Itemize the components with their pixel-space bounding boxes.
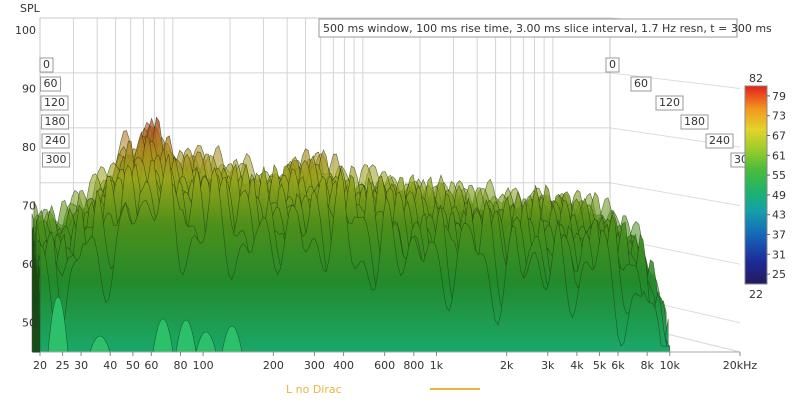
x-tick-label: 1k	[430, 359, 444, 372]
colorbar-tick-label: 37	[772, 229, 786, 242]
chart-title: 500 ms window, 100 ms rise time, 3.00 ms…	[318, 18, 772, 38]
front-axes: 50 60 70 80 90 100 20 25 30 40 50 60 80 100 200 300 400 6…	[15, 24, 757, 372]
x-tick-label: 2k	[500, 359, 514, 372]
x-tick-label: 200	[263, 359, 284, 372]
time-label-right-text: 120	[659, 96, 680, 109]
x-tick-label: 60	[144, 359, 158, 372]
colorbar-tick-label: 49	[772, 189, 786, 202]
x-tick-label: 40	[103, 359, 117, 372]
time-label-box	[630, 76, 652, 92]
x-tick-label: 400	[333, 359, 354, 372]
y-axis-label: SPL	[20, 2, 41, 15]
x-tick-label: 300	[304, 359, 325, 372]
legend: L no Dirac	[286, 383, 480, 396]
colorbar-tick-label: 61	[772, 149, 786, 162]
time-label-left-text: 0	[43, 58, 50, 71]
colorbar-tick-label: 31	[772, 248, 786, 261]
x-tick-label: 100	[193, 359, 214, 372]
foreground-peak	[175, 319, 197, 353]
time-label-box	[655, 95, 684, 111]
time-label-right: 0	[605, 57, 620, 73]
y-tick-label: 100	[15, 24, 36, 37]
time-label-box	[680, 114, 709, 130]
time-label-left: 0	[39, 57, 54, 73]
colorbar-tick-label: 73	[772, 110, 786, 123]
time-label-right: 120	[655, 95, 684, 111]
x-tick-label: 10k	[660, 359, 681, 372]
time-label-left-text: 120	[44, 96, 65, 109]
time-label-right-text: 60	[634, 77, 648, 90]
colorbar: 22 25 31 37 43 49 55 61 67 73 79 82	[744, 72, 786, 301]
x-tick-label: 6k	[611, 359, 625, 372]
colorbar-tick-label: 43	[772, 209, 786, 222]
waterfall-surface	[31, 116, 671, 353]
y-tick-label: 70	[22, 200, 36, 213]
time-label-box	[40, 76, 61, 92]
time-label-right: 240	[705, 133, 734, 149]
time-label-left: 180	[41, 114, 69, 130]
time-label-left: 240	[41, 133, 70, 149]
time-label-box	[705, 133, 734, 149]
chart-title-text: 500 ms window, 100 ms rise time, 3.00 ms…	[323, 22, 772, 35]
foreground-peak	[47, 297, 69, 353]
time-label-left: 60	[40, 76, 61, 92]
waterfall-slice	[39, 154, 671, 353]
time-label-right-text: 180	[684, 115, 705, 128]
time-label-right-text: 0	[609, 58, 616, 71]
time-label-box	[605, 57, 620, 73]
side-grid-h	[609, 182, 741, 207]
x-tick-label: 4k	[570, 359, 584, 372]
colorbar-tick-label: 22	[749, 288, 763, 301]
colorbar-tick-label: 67	[772, 130, 786, 143]
colorbar-gradient	[744, 85, 768, 285]
x-tick-label: 50	[126, 359, 140, 372]
x-tick-label: 20	[33, 359, 47, 372]
time-label-left-text: 300	[46, 153, 67, 166]
x-tick-label: 5k	[593, 359, 607, 372]
time-label-left-text: 60	[44, 77, 58, 90]
time-label-box	[42, 152, 70, 168]
x-tick-label: 800	[403, 359, 424, 372]
time-label-right: 60	[630, 76, 652, 92]
time-label-box	[41, 114, 69, 130]
colorbar-tick-label: 79	[772, 90, 786, 103]
x-tick-label: 25	[56, 359, 70, 372]
x-tick-label: 30	[74, 359, 88, 372]
time-label-left-text: 240	[45, 134, 66, 147]
title-box	[318, 18, 738, 38]
foreground-peak	[152, 318, 174, 353]
y-tick-label: 50	[22, 317, 36, 330]
time-label-right-text: 240	[709, 134, 730, 147]
colorbar-tick-label: 82	[749, 72, 763, 85]
time-label-left-text: 180	[45, 115, 66, 128]
x-tick-label: 80	[173, 359, 187, 372]
time-label-box	[41, 133, 70, 149]
time-label-box	[39, 57, 54, 73]
colorbar-tick-label: 25	[772, 268, 786, 281]
x-tick-label: 600	[374, 359, 395, 372]
x-tick-label: 3k	[541, 359, 555, 372]
y-tick-label: 60	[22, 258, 36, 271]
y-tick-label: 80	[22, 141, 36, 154]
x-tick-label: 20kHz	[723, 359, 758, 372]
x-tick-label: 8k	[640, 359, 654, 372]
time-label-left: 120	[40, 95, 69, 111]
y-tick-label: 90	[22, 83, 36, 96]
time-label-box	[40, 95, 69, 111]
side-grid-h	[609, 72, 741, 90]
time-label-left: 300	[42, 152, 70, 168]
time-label-right: 180	[680, 114, 709, 130]
legend-label: L no Dirac	[286, 383, 342, 396]
colorbar-tick-label: 55	[772, 169, 786, 182]
